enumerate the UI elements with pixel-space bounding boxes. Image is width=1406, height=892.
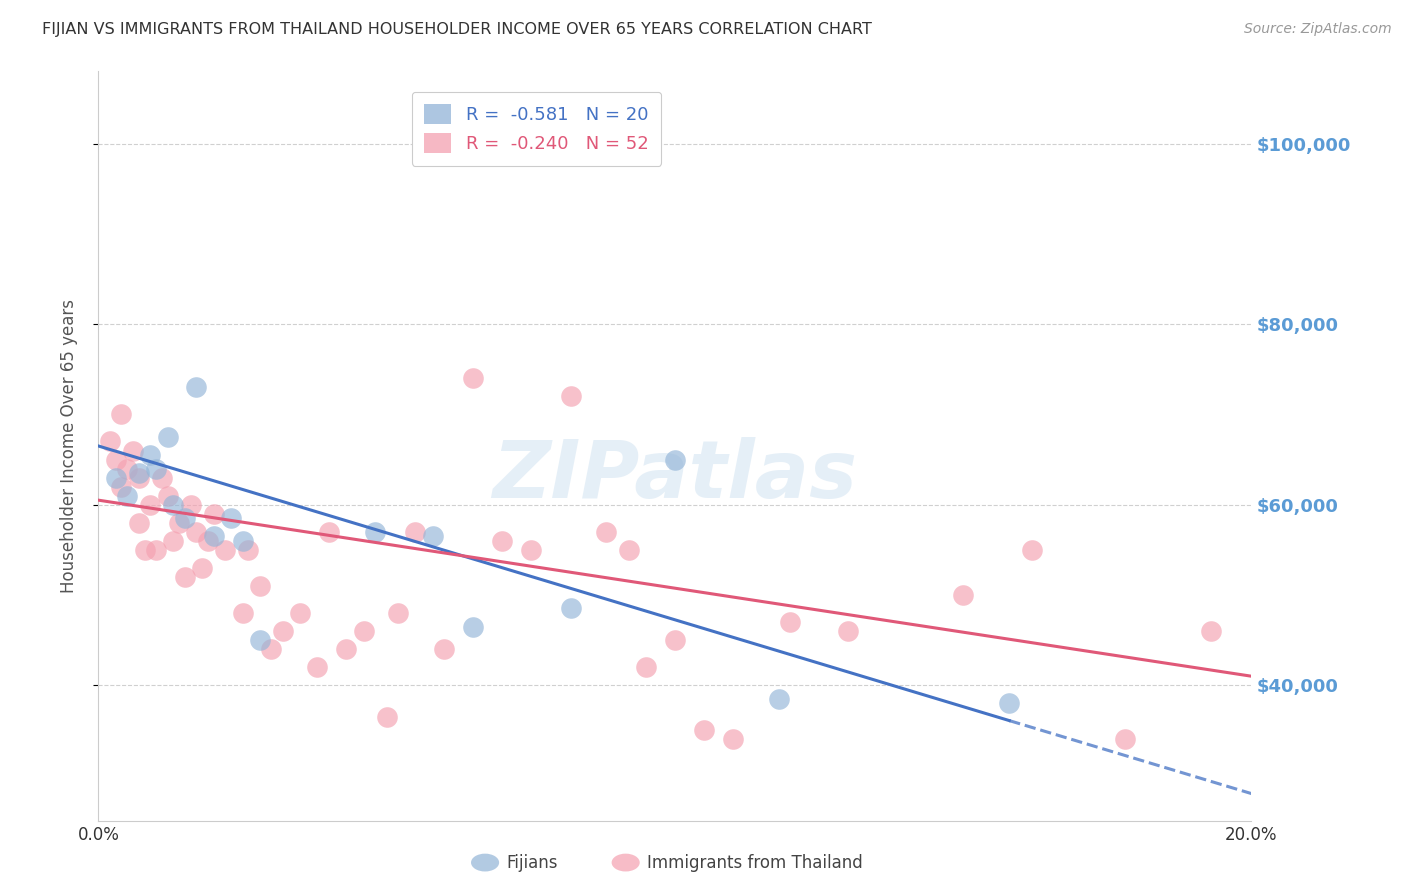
Point (335, 642, 357, 657)
Point (117, 489, 139, 503)
Point (156, 430, 179, 444)
Point (202, 507, 225, 521)
Point (353, 624, 375, 638)
Point (98, 434, 121, 449)
Point (231, 606, 254, 620)
Y-axis label: Householder Income Over 65 years: Householder Income Over 65 years (59, 299, 77, 593)
Point (617, 542, 640, 557)
Point (433, 642, 456, 657)
Point (180, 498, 202, 512)
Point (156, 489, 179, 503)
Point (998, 696, 1021, 710)
Point (104, 470, 127, 484)
Point (134, 542, 156, 557)
Point (162, 498, 184, 512)
Text: FIJIAN VS IMMIGRANTS FROM THAILAND HOUSEHOLDER INCOME OVER 65 YEARS CORRELATION : FIJIAN VS IMMIGRANTS FROM THAILAND HOUSE… (42, 22, 872, 37)
Point (952, 588, 974, 602)
Point (721, 732, 744, 747)
Point (520, 542, 543, 557)
Point (174, 511, 197, 525)
Point (405, 524, 427, 539)
Point (110, 408, 132, 422)
Text: Immigrants from Thailand: Immigrants from Thailand (647, 854, 862, 871)
Point (318, 524, 340, 539)
Point (249, 633, 271, 648)
Point (768, 691, 790, 706)
Point (1021, 542, 1043, 557)
Point (422, 529, 444, 543)
Point (560, 389, 582, 403)
Point (104, 452, 127, 467)
Point (1199, 624, 1222, 638)
Point (560, 601, 582, 615)
Point (260, 642, 283, 657)
Point (145, 461, 167, 475)
Point (364, 524, 387, 539)
Point (186, 524, 208, 539)
Point (128, 466, 150, 480)
Point (837, 624, 859, 638)
Point (139, 448, 162, 462)
Point (387, 606, 409, 620)
Point (186, 380, 208, 394)
Point (231, 533, 254, 548)
Point (219, 511, 242, 525)
Point (191, 561, 214, 575)
Point (636, 660, 658, 674)
Point (664, 633, 686, 648)
Point (197, 533, 219, 548)
Point (307, 660, 329, 674)
Point (128, 470, 150, 484)
Point (290, 606, 312, 620)
Text: ZIPatlas: ZIPatlas (492, 437, 858, 515)
Point (461, 371, 484, 385)
Point (249, 579, 271, 593)
Point (375, 710, 398, 724)
Point (117, 461, 139, 475)
Point (202, 529, 225, 543)
Point (122, 443, 145, 458)
Point (110, 480, 132, 494)
Legend: R =  -0.581   N = 20, R =  -0.240   N = 52: R = -0.581 N = 20, R = -0.240 N = 52 (412, 92, 661, 166)
Text: Source: ZipAtlas.com: Source: ZipAtlas.com (1244, 22, 1392, 37)
Point (128, 516, 150, 530)
Point (595, 524, 617, 539)
Point (145, 542, 167, 557)
Point (150, 470, 173, 484)
Point (491, 533, 513, 548)
Text: Fijians: Fijians (506, 854, 558, 871)
Point (214, 542, 236, 557)
Point (174, 570, 197, 584)
Point (167, 516, 190, 530)
Point (461, 619, 484, 633)
Point (162, 533, 184, 548)
Point (271, 624, 294, 638)
Point (779, 615, 801, 629)
Point (238, 542, 260, 557)
Point (139, 498, 162, 512)
Point (664, 452, 686, 467)
Point (1114, 732, 1136, 747)
Point (693, 723, 716, 738)
